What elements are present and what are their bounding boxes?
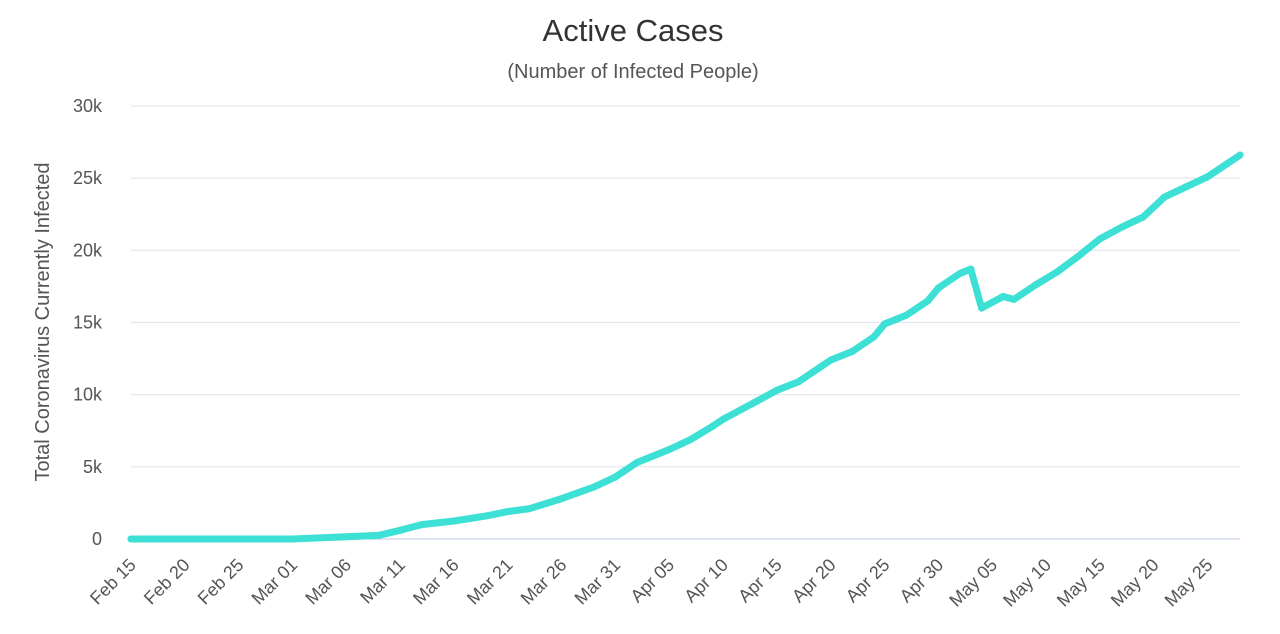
data-point: [1225, 158, 1233, 166]
data-point: [687, 435, 695, 443]
data-point: [848, 347, 856, 355]
series-line-0: [127, 151, 1244, 543]
data-point: [1053, 268, 1061, 276]
y-tick-label: 25k: [73, 168, 103, 188]
y-axis-label: Total Coronavirus Currently Infected: [32, 162, 54, 481]
data-point: [1031, 281, 1039, 289]
data-point: [1139, 213, 1147, 221]
x-tick-label: Feb 20: [140, 555, 194, 609]
x-tick-label: Apr 15: [734, 555, 786, 607]
data-point: [1182, 183, 1190, 191]
data-point: [924, 297, 932, 305]
x-tick-label: May 25: [1161, 555, 1217, 611]
data-point: [816, 363, 824, 371]
x-tick-label: Feb 25: [194, 555, 248, 609]
data-point: [127, 535, 135, 543]
data-point: [235, 535, 243, 543]
data-point: [1074, 252, 1082, 260]
chart-title: Active Cases: [543, 13, 724, 48]
data-point: [881, 320, 889, 328]
data-point: [935, 284, 943, 292]
data-point: [590, 483, 598, 491]
x-tick-label: Mar 21: [463, 555, 517, 609]
data-point: [450, 517, 458, 525]
data-point: [289, 535, 297, 543]
data-point: [181, 535, 189, 543]
data-point: [741, 404, 749, 412]
data-point: [773, 386, 781, 394]
data-point: [612, 473, 620, 481]
x-tick-label: Mar 11: [356, 555, 409, 608]
data-point: [525, 505, 533, 513]
y-tick-label: 10k: [73, 385, 103, 405]
x-tick-label: May 15: [1053, 555, 1109, 611]
data-point: [558, 495, 566, 503]
x-tick-label: Apr 30: [896, 555, 948, 607]
y-axis-ticks: 0 5k 10k 15k 20k 25k 30k: [73, 96, 103, 549]
series-layer: [127, 151, 1244, 543]
data-point: [482, 512, 490, 520]
data-point: [1118, 223, 1126, 231]
data-point: [795, 378, 803, 386]
data-point: [1010, 295, 1018, 303]
x-tick-label: Apr 25: [842, 555, 894, 607]
x-tick-label: May 20: [1107, 555, 1163, 611]
x-tick-label: Apr 10: [680, 555, 732, 607]
x-tick-label: Mar 26: [517, 555, 571, 609]
x-tick-label: Mar 31: [571, 555, 625, 609]
x-tick-label: Mar 16: [409, 555, 463, 609]
x-tick-label: Apr 20: [788, 555, 840, 607]
data-point: [1236, 151, 1244, 159]
x-tick-label: Mar 01: [248, 555, 302, 609]
x-tick-label: May 10: [999, 555, 1055, 611]
data-point: [999, 293, 1007, 301]
data-point: [1161, 193, 1169, 201]
x-tick-label: Apr 05: [627, 555, 679, 607]
y-tick-label: 5k: [83, 457, 103, 477]
y-tick-label: 20k: [73, 240, 103, 260]
chart-subtitle: (Number of Infected People): [507, 61, 758, 83]
y-tick-label: 0: [92, 529, 102, 549]
gridlines: [131, 105, 1240, 540]
x-tick-label: May 05: [945, 555, 1001, 611]
data-point: [708, 422, 716, 430]
data-point: [375, 531, 383, 539]
x-axis-ticks: Feb 15 Feb 20 Feb 25 Mar 01 Mar 06 Mar 11 Mar …: [86, 555, 1216, 611]
data-point: [870, 333, 878, 341]
y-tick-label: 15k: [73, 313, 103, 333]
data-point: [719, 415, 727, 423]
y-tick-label: 30k: [73, 96, 103, 116]
data-point: [902, 311, 910, 319]
x-tick-label: Mar 06: [301, 555, 355, 609]
data-point: [967, 265, 975, 273]
data-point: [665, 446, 673, 454]
data-point: [342, 533, 350, 541]
data-point: [978, 304, 986, 312]
data-point: [1096, 235, 1104, 243]
data-point: [396, 526, 404, 534]
data-point: [418, 521, 426, 529]
data-point: [633, 459, 641, 467]
data-point: [504, 508, 512, 516]
data-point: [956, 269, 964, 277]
data-point: [827, 356, 835, 364]
data-point: [1204, 173, 1212, 181]
x-tick-label: Feb 15: [86, 555, 140, 609]
